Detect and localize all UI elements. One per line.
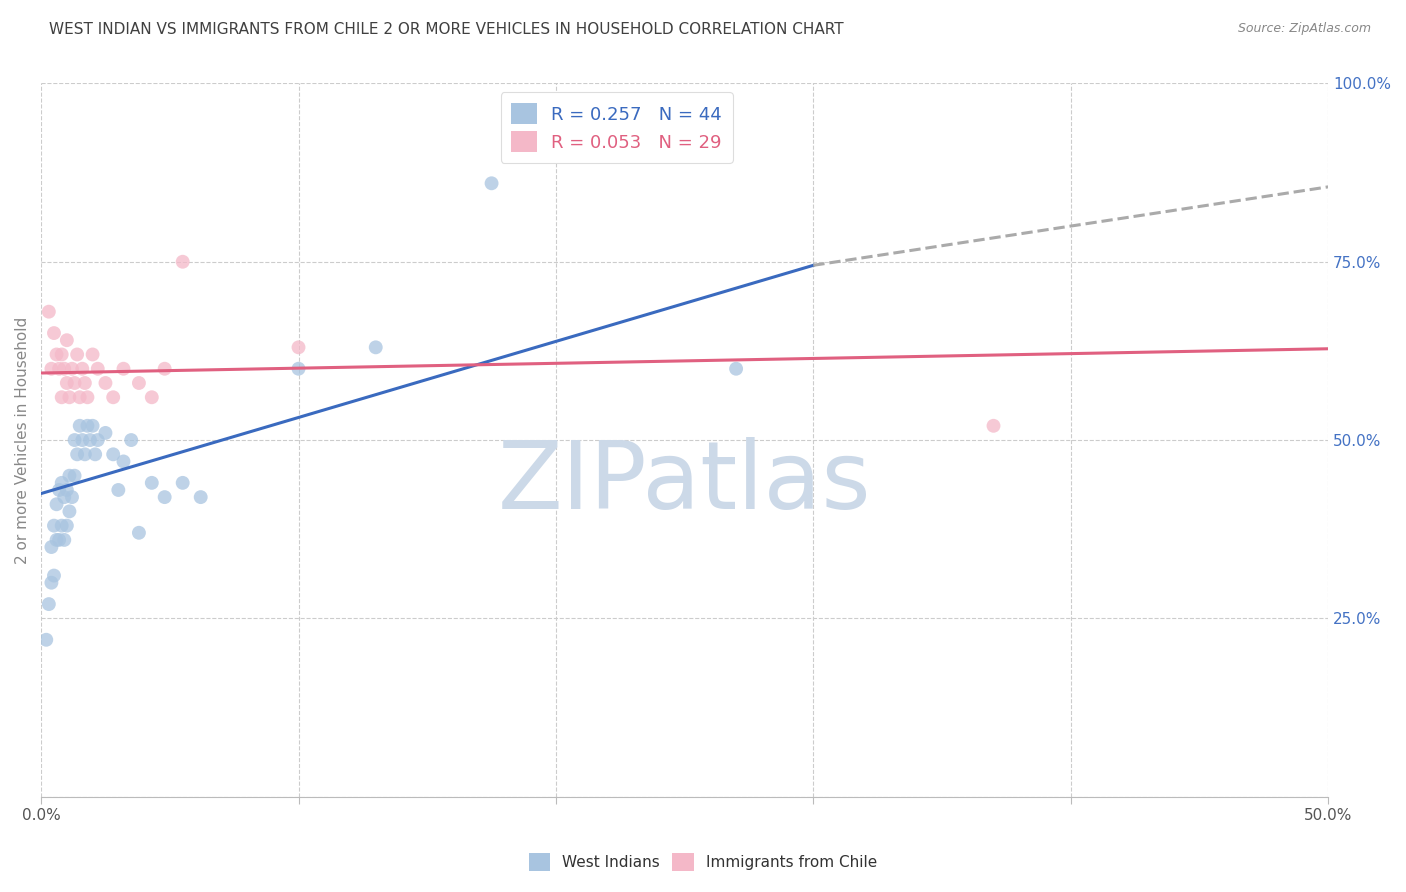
Point [53, 533, 76, 547]
Point [172, 254, 194, 268]
Point [983, 418, 1005, 433]
Point [51, 475, 73, 490]
Point [112, 454, 135, 468]
Point [42, 568, 65, 582]
Point [63, 468, 86, 483]
Point [69, 418, 91, 433]
Point [53, 490, 76, 504]
Point [41, 540, 63, 554]
Point [73, 376, 96, 390]
Point [72, 361, 94, 376]
Point [56, 333, 79, 347]
Point [79, 433, 101, 447]
Point [42, 518, 65, 533]
Point [66, 447, 89, 461]
Point [103, 390, 125, 404]
Point [53, 361, 76, 376]
Point [63, 376, 86, 390]
Point [128, 525, 150, 540]
Point [58, 504, 80, 518]
Point [41, 575, 63, 590]
Point [120, 433, 142, 447]
Point [56, 483, 79, 497]
Point [38, 304, 60, 318]
Point [60, 490, 83, 504]
Point [190, 490, 212, 504]
Point [73, 447, 96, 461]
Point [51, 518, 73, 533]
Point [112, 361, 135, 376]
Point [103, 447, 125, 461]
Point [141, 390, 163, 404]
Point [58, 468, 80, 483]
Point [51, 390, 73, 404]
Point [41, 361, 63, 376]
Point [87, 361, 110, 376]
Point [45, 497, 67, 511]
Point [48, 361, 70, 376]
Point [364, 340, 387, 354]
Point [35, 632, 58, 647]
Point [287, 361, 309, 376]
Point [76, 418, 98, 433]
Point [82, 347, 104, 361]
Point [60, 361, 83, 376]
Text: Source: ZipAtlas.com: Source: ZipAtlas.com [1237, 22, 1371, 36]
Point [84, 447, 107, 461]
Point [725, 361, 748, 376]
Point [87, 433, 110, 447]
Point [66, 347, 89, 361]
Point [72, 433, 94, 447]
Point [172, 475, 194, 490]
Point [94, 376, 117, 390]
Text: WEST INDIAN VS IMMIGRANTS FROM CHILE 2 OR MORE VEHICLES IN HOUSEHOLD CORRELATION: WEST INDIAN VS IMMIGRANTS FROM CHILE 2 O… [49, 22, 844, 37]
Legend: West Indians, Immigrants from Chile: West Indians, Immigrants from Chile [523, 847, 883, 877]
Point [141, 475, 163, 490]
Point [287, 340, 309, 354]
Point [42, 326, 65, 340]
Point [51, 347, 73, 361]
Point [128, 376, 150, 390]
Point [48, 483, 70, 497]
Point [38, 597, 60, 611]
Y-axis label: 2 or more Vehicles in Household: 2 or more Vehicles in Household [15, 317, 30, 564]
Point [153, 490, 176, 504]
Point [82, 418, 104, 433]
Text: ZIPatlas: ZIPatlas [498, 437, 872, 529]
Point [48, 533, 70, 547]
Point [63, 433, 86, 447]
Point [56, 518, 79, 533]
Point [107, 483, 129, 497]
Point [481, 176, 503, 190]
Point [153, 361, 176, 376]
Point [45, 533, 67, 547]
Point [94, 425, 117, 440]
Point [76, 390, 98, 404]
Legend: R = 0.257   N = 44, R = 0.053   N = 29: R = 0.257 N = 44, R = 0.053 N = 29 [501, 93, 733, 163]
Point [58, 390, 80, 404]
Point [69, 390, 91, 404]
Point [45, 347, 67, 361]
Point [56, 376, 79, 390]
